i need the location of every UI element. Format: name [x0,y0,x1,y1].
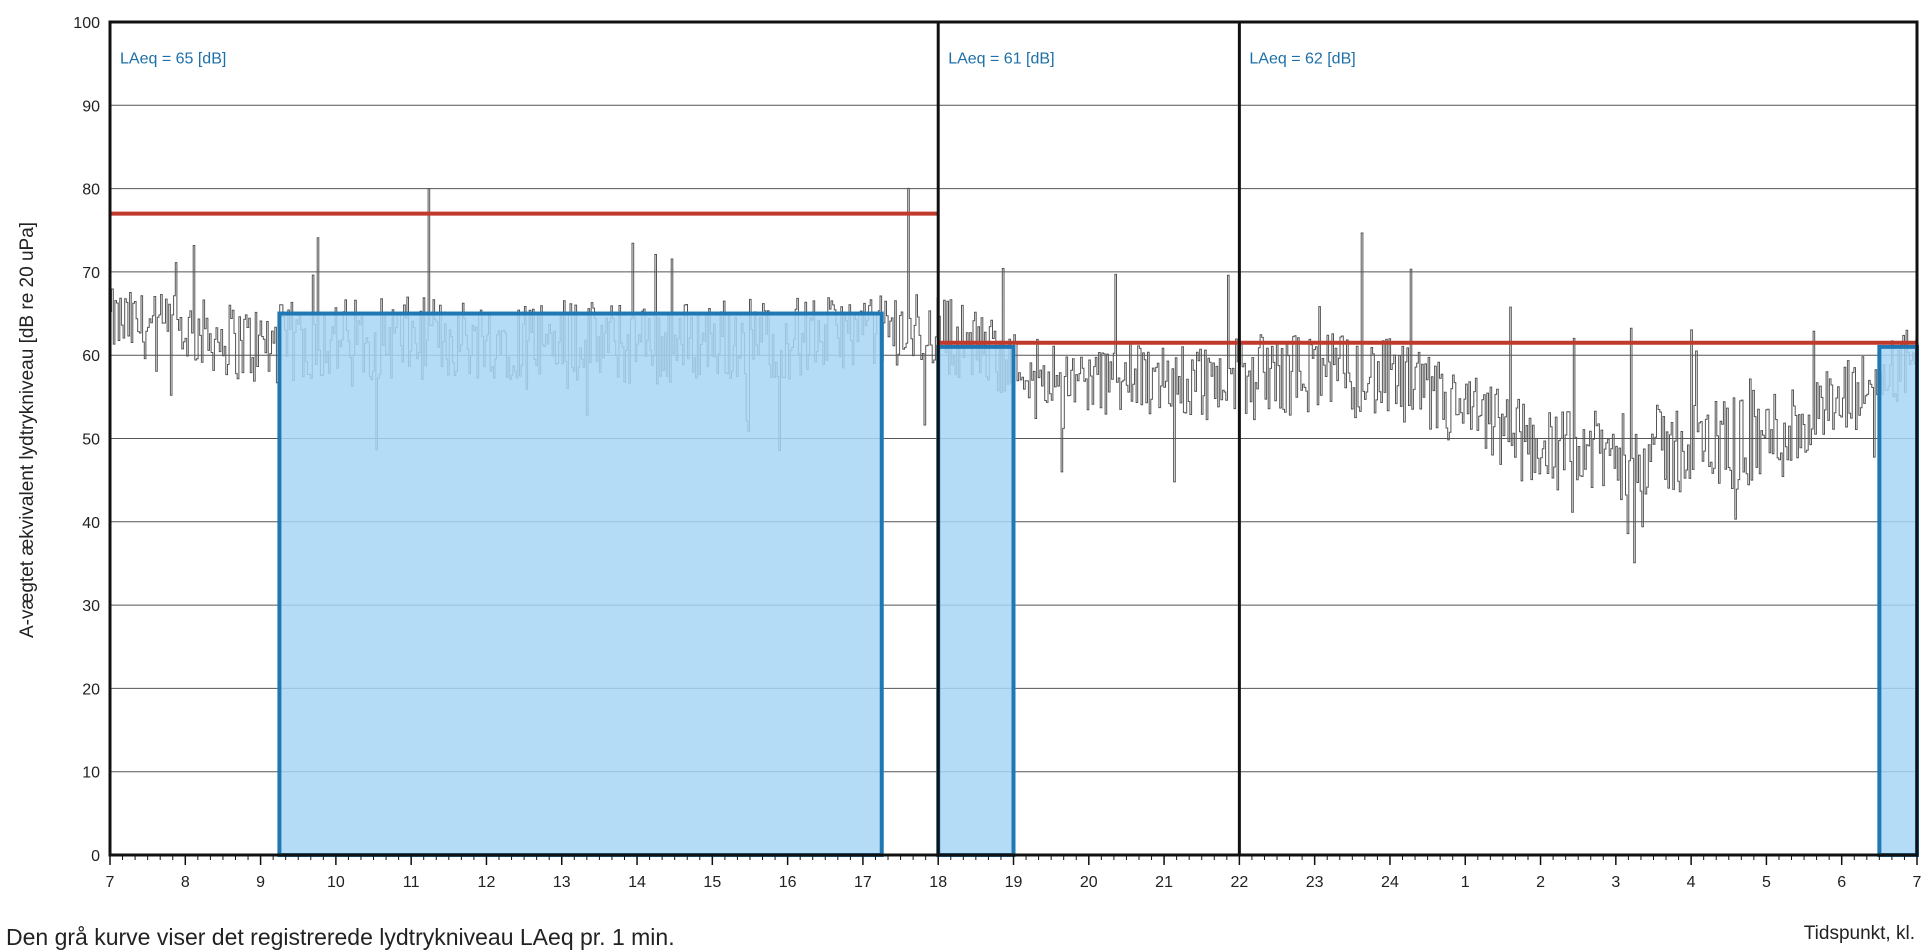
x-tick-label: 18 [929,874,947,891]
x-tick-label: 17 [854,874,872,891]
x-tick-label: 5 [1762,874,1771,891]
y-tick-label: 90 [82,98,100,115]
x-tick-label: 1 [1461,874,1470,891]
x-tick-label: 8 [181,874,190,891]
laeq-block [1877,344,1919,857]
laeq-blocks [277,311,1919,857]
x-tick-label: 6 [1837,874,1846,891]
x-tick-label: 3 [1611,874,1620,891]
y-tick-label: 20 [82,681,100,698]
y-tick-label: 10 [82,765,100,782]
x-tick-labels: 7 8 9 10 11 12 13 14 15 16 17 18 19 20 21 22 23 24 1 2 3 4 5 6 7 [106,855,1921,891]
y-tick-label: 100 [73,15,100,32]
laeq-block [936,344,1016,857]
laeq-annotation: LAeq = 62 [dB] [1249,51,1355,68]
period-dividers [936,22,1241,855]
chart-caption: Den grå kurve viser det registrerede lyd… [6,924,675,950]
x-tick-label: 20 [1080,874,1098,891]
y-tick-label: 80 [82,182,100,199]
laeq-annotations: LAeq = 65 [dB] LAeq = 61 [dB] LAeq = 62 [d… [120,51,1356,68]
x-axis-label: Tidspunkt, kl. [1803,923,1915,944]
y-tick-label: 60 [82,348,100,365]
x-tick-label: 13 [553,874,571,891]
x-tick-label: 16 [779,874,797,891]
x-tick-label: 21 [1155,874,1173,891]
x-tick-label: 7 [106,874,115,891]
laeq-block [277,311,884,857]
y-tick-label: 30 [82,598,100,615]
x-tick-label: 12 [478,874,496,891]
x-tick-label: 2 [1536,874,1545,891]
x-tick-label: 10 [327,874,345,891]
x-tick-label: 9 [256,874,265,891]
x-tick-label: 19 [1005,874,1023,891]
y-tick-label: 40 [82,515,100,532]
y-axis-label: A-vægtet ækvivalent lydtrykniveau [dB re… [17,222,38,638]
y-tick-label: 50 [82,432,100,449]
x-tick-label: 7 [1913,874,1921,891]
x-tick-label: 4 [1687,874,1696,891]
x-tick-label: 11 [403,874,420,891]
x-tick-label: 14 [628,874,646,891]
laeq-annotation: LAeq = 61 [dB] [948,51,1054,68]
y-tick-label: 0 [91,848,100,865]
x-tick-label: 22 [1230,874,1248,891]
y-tick-labels: 0 10 20 30 40 50 60 70 80 90 100 [73,15,100,865]
limit-lines [110,211,1917,345]
x-tick-label: 15 [703,874,721,891]
y-tick-label: 70 [82,265,100,282]
x-tick-label: 23 [1306,874,1324,891]
laeq-annotation: LAeq = 65 [dB] [120,51,226,68]
x-tick-label: 24 [1381,874,1399,891]
